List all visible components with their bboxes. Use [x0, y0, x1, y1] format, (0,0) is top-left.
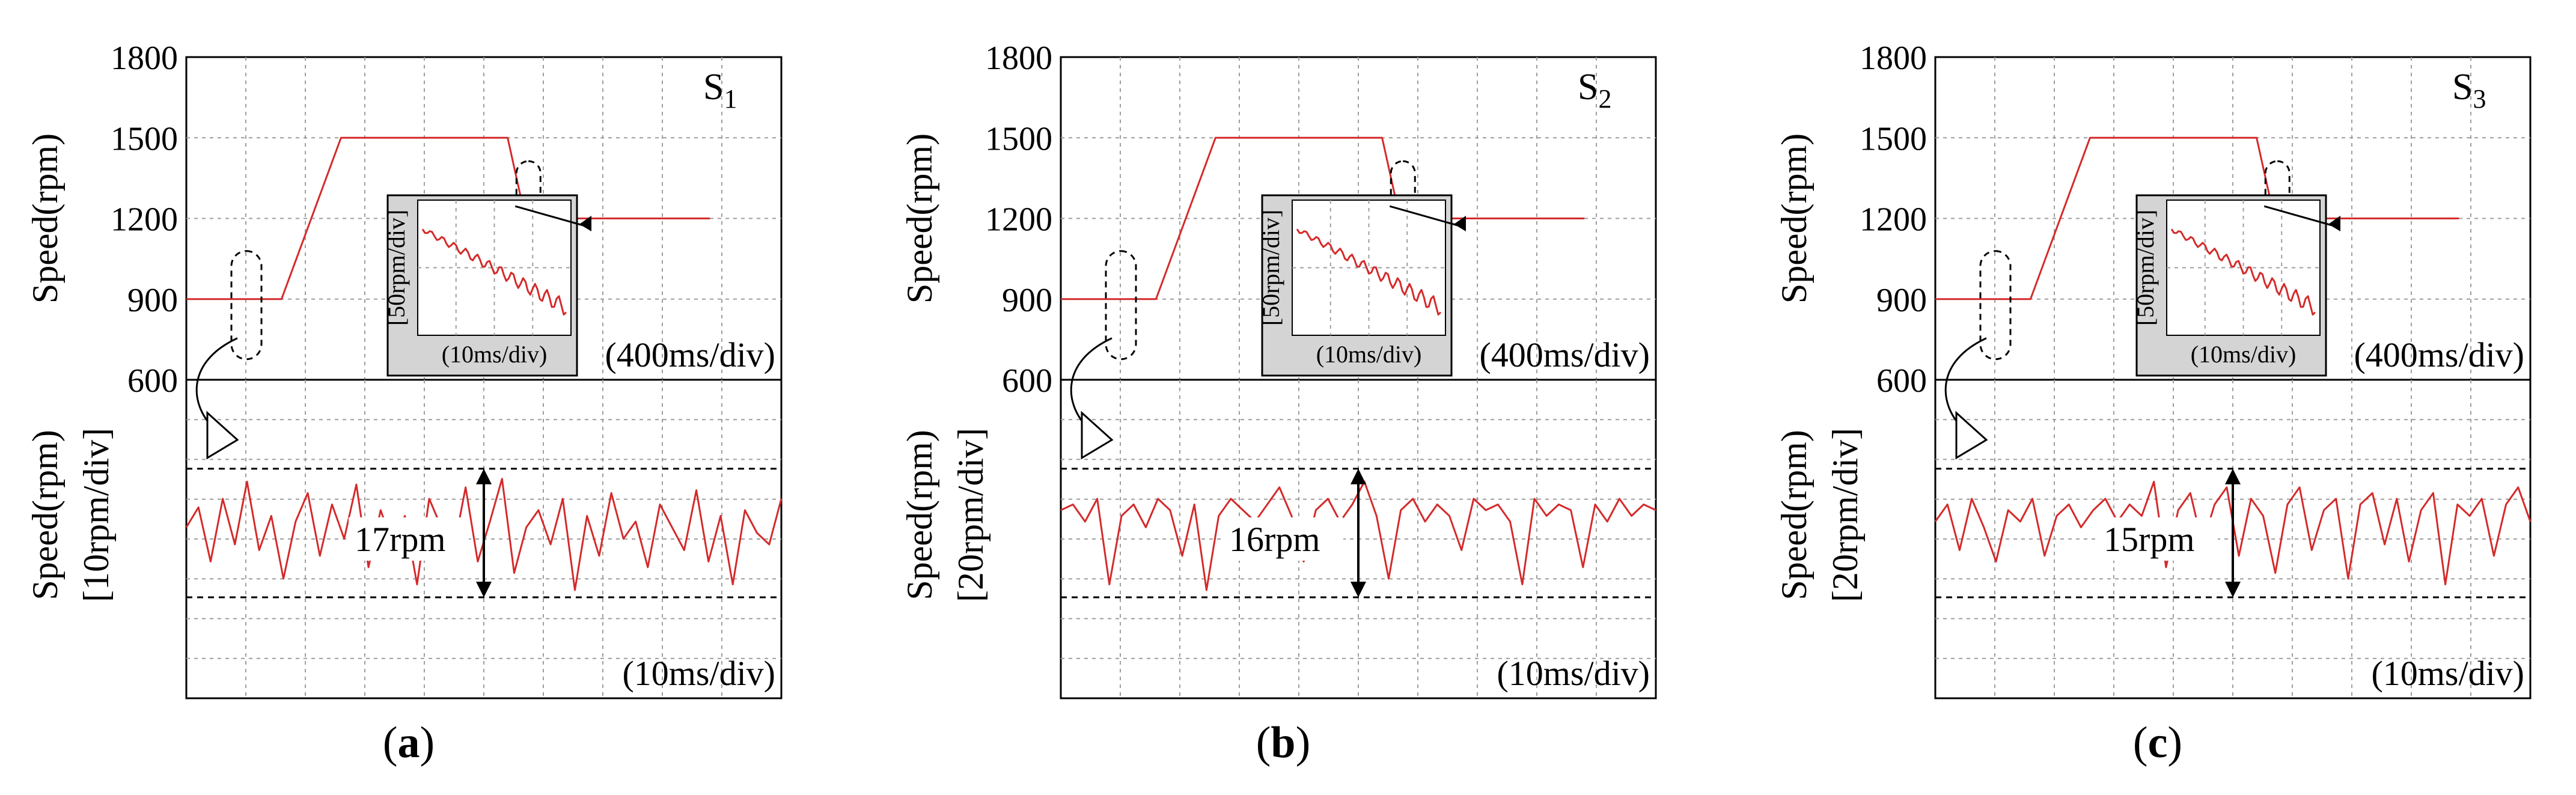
zoom-arrowhead: [1081, 410, 1114, 460]
top-ytick-label: 1500: [111, 120, 178, 157]
inset-trace: [2170, 228, 2316, 316]
top-ytick-label: 600: [1876, 362, 1927, 400]
ripple-arrowhead-up: [476, 469, 492, 484]
top-ytick-label: 1500: [1860, 120, 1927, 157]
ripple-label-bg: [349, 517, 469, 561]
inset-trace: [421, 228, 567, 316]
panel-caption: (a): [383, 718, 435, 767]
top-time-scale: (400ms/div): [2354, 335, 2524, 374]
top-ytick-label: 1800: [985, 40, 1052, 77]
bottom-ylabel-scale: [10rpm/div]: [76, 428, 116, 602]
zoom-curve-arrow: [1944, 337, 1987, 429]
inset-xlabel: (10ms/div): [2191, 341, 2297, 368]
inset-arrow: [2263, 205, 2333, 227]
zoom-region-marker: [1105, 250, 1137, 361]
bottom-ylabel-scale: [20rpm/div]: [951, 428, 990, 602]
top-ylabel: Speed(rpm): [900, 133, 939, 303]
top-ytick-label: 1800: [111, 40, 178, 77]
ripple-arrowhead-down: [2225, 582, 2241, 597]
top-ytick-label: 900: [127, 282, 178, 319]
panel-b: 1800 1500 1200 900 600 Speed(rpm) S2 (400ms/div…: [900, 40, 1657, 767]
inset-plot: [2166, 200, 2321, 336]
bottom-time-scale: (10ms/div): [2371, 654, 2524, 693]
bottom-ylabel: Speed(rpm): [1774, 430, 1814, 600]
ripple-arrowhead-up: [1351, 469, 1366, 484]
top-time-scale: (400ms/div): [1479, 335, 1650, 374]
panel-c: 1800 1500 1200 900 600 Speed(rpm) S3 (400ms/div…: [1774, 40, 2532, 767]
inset-plot: [417, 200, 572, 336]
inset-arrowhead: [579, 216, 591, 231]
sensor-label: S3: [2452, 67, 2486, 114]
ripple-label-bg: [2098, 517, 2218, 561]
top-ylabel: Speed(rpm): [25, 133, 65, 303]
zoom-region-marker: [1979, 250, 2012, 361]
ripple-label: 17rpm: [355, 520, 445, 559]
bottom-time-scale: (10ms/div): [1497, 654, 1650, 693]
panel-a: 1800 1500 1200 900 600 Speed(rpm) S1 (400ms/div…: [25, 40, 783, 767]
panel-caption: (b): [1256, 718, 1310, 767]
ripple-label: 15rpm: [2104, 520, 2194, 559]
top-time-scale: (400ms/div): [605, 335, 775, 374]
inset-ylabel: [50rpm/div]: [2132, 210, 2159, 326]
ripple-label: 16rpm: [1229, 520, 1320, 559]
inset-ylabel: [50rpm/div]: [383, 210, 410, 326]
top-ytick-label: 600: [1002, 362, 1052, 400]
bottom-ylabel-scale: [20rpm/div]: [1825, 428, 1865, 602]
zoom-arrowhead: [1955, 410, 1988, 460]
zoom-arrowhead: [206, 410, 239, 460]
inset-ylabel: [50rpm/div]: [1257, 210, 1284, 326]
ripple-arrowhead-up: [2225, 469, 2241, 484]
inset-arrow: [514, 205, 584, 227]
top-ytick-label: 1200: [111, 201, 178, 239]
zoom-curve-arrow: [1070, 337, 1113, 429]
inset-arrowhead: [2328, 216, 2340, 231]
top-ytick-label: 1500: [985, 120, 1052, 157]
zoom-region-marker: [230, 250, 263, 361]
top-ytick-label: 600: [127, 362, 178, 400]
panel-caption: (c): [2133, 718, 2182, 767]
top-ylabel: Speed(rpm): [1774, 133, 1814, 303]
inset-arrow: [1389, 205, 1458, 227]
inset-plot: [1292, 200, 1446, 336]
bottom-ylabel: Speed(rpm): [900, 430, 939, 600]
ripple-arrowhead-down: [1351, 582, 1366, 597]
top-ytick-label: 1800: [1860, 40, 1927, 77]
top-ytick-label: 1200: [1860, 201, 1927, 239]
top-ytick-label: 900: [1002, 282, 1052, 319]
top-ytick-label: 1200: [985, 201, 1052, 239]
bottom-time-scale: (10ms/div): [622, 654, 775, 693]
sensor-label: S1: [703, 67, 737, 114]
inset-trace: [1296, 228, 1442, 316]
ripple-arrowhead-down: [476, 582, 492, 597]
zoom-curve-arrow: [195, 337, 238, 429]
inset-xlabel: (10ms/div): [442, 341, 548, 368]
ripple-label-bg: [1223, 517, 1343, 561]
sensor-label: S2: [1578, 67, 1611, 114]
inset-arrowhead: [1454, 216, 1466, 231]
inset-xlabel: (10ms/div): [1316, 341, 1422, 368]
top-ytick-label: 900: [1876, 282, 1927, 319]
bottom-ylabel: Speed(rpm): [25, 430, 65, 600]
